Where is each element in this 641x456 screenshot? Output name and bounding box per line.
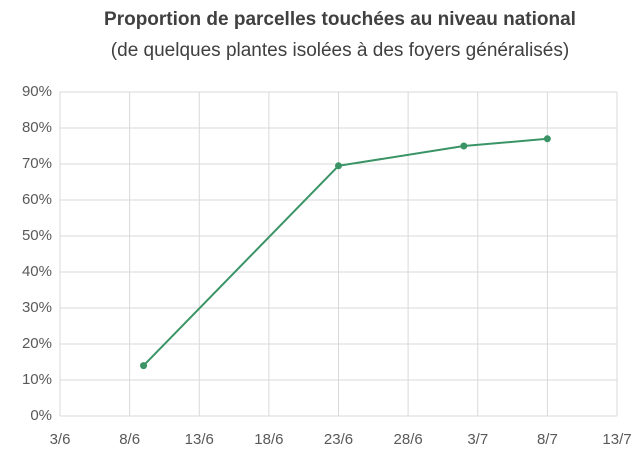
data-point xyxy=(543,135,551,143)
chart-title: Proportion de parcelles touchées au nive… xyxy=(104,9,576,30)
data-point xyxy=(335,162,342,170)
x-tick-label: 13/7 xyxy=(602,431,631,448)
y-tick-label: 20% xyxy=(22,335,52,352)
chart-subtitle: (de quelques plantes isolées à des foyer… xyxy=(111,40,569,61)
y-tick-label: 80% xyxy=(22,119,52,136)
y-tick-label: 50% xyxy=(22,227,52,244)
x-tick-label: 3/7 xyxy=(467,431,488,448)
x-tick-label: 3/6 xyxy=(50,431,71,448)
y-tick-label: 10% xyxy=(22,371,52,388)
y-tick-label: 0% xyxy=(30,407,52,424)
y-tick-label: 60% xyxy=(22,191,52,208)
y-tick-label: 30% xyxy=(22,299,52,316)
y-tick-label: 40% xyxy=(22,263,52,280)
x-tick-label: 23/6 xyxy=(324,431,353,448)
y-tick-label: 70% xyxy=(22,155,52,172)
y-tick-label: 90% xyxy=(22,83,52,100)
x-tick-label: 18/6 xyxy=(254,431,283,448)
x-tick-label: 13/6 xyxy=(185,431,214,448)
x-tick-label: 8/7 xyxy=(537,431,558,448)
x-tick-label: 8/6 xyxy=(119,431,140,448)
data-point xyxy=(460,142,468,150)
series-line xyxy=(142,137,548,367)
x-tick-label: 28/6 xyxy=(394,431,423,448)
data-point xyxy=(140,362,148,370)
